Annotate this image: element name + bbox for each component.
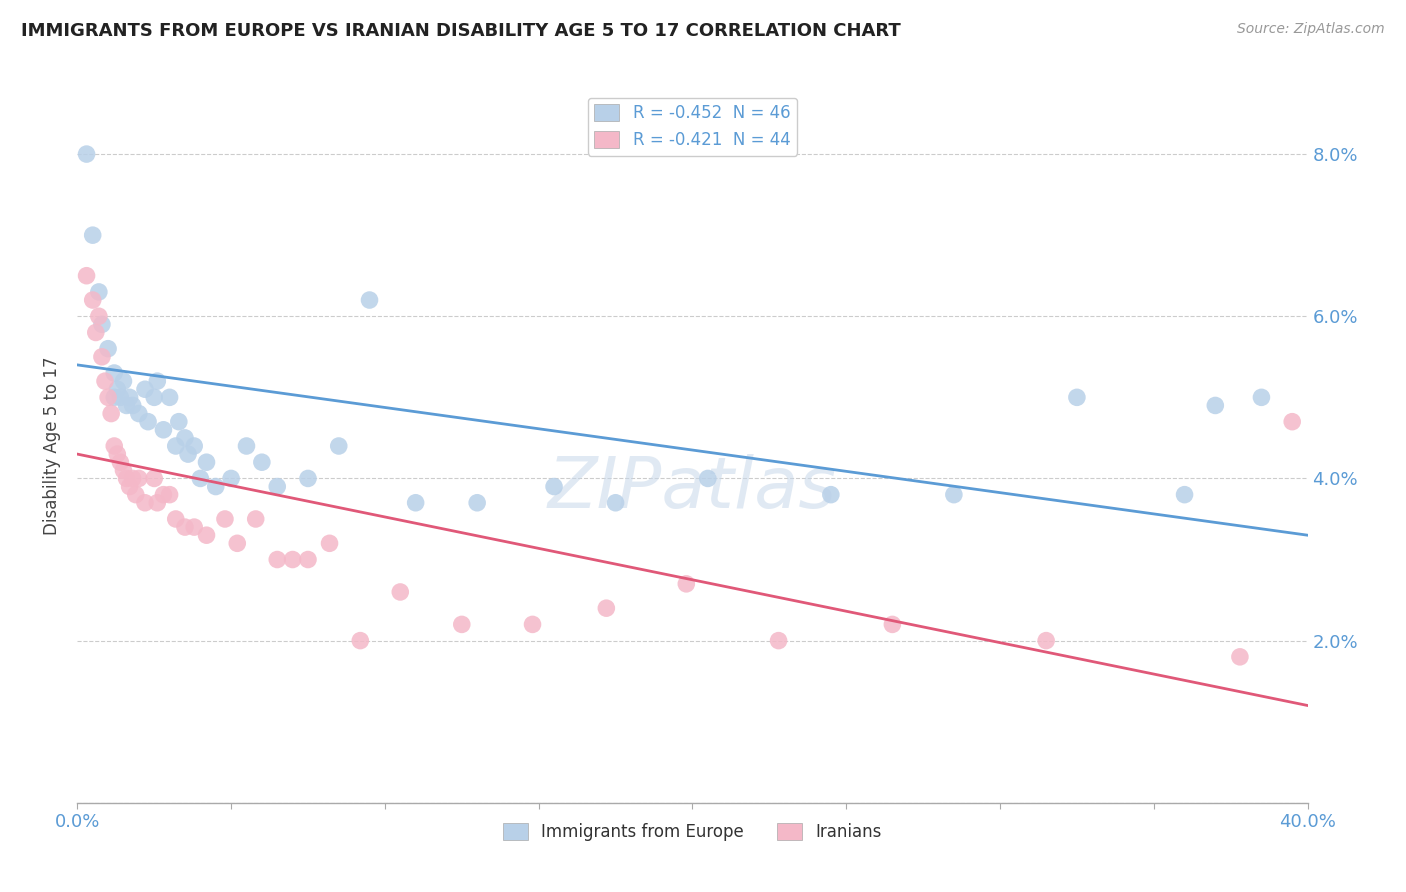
Point [183, 439, 205, 453]
Point [1281, 415, 1303, 429]
Point [174, 520, 197, 534]
Point [110, 455, 132, 469]
Point [90, 318, 114, 332]
Point [128, 471, 150, 485]
Point [1204, 399, 1226, 413]
Point [103, 390, 125, 404]
Point [226, 536, 249, 550]
Point [87, 310, 110, 324]
Point [159, 488, 181, 502]
Legend: Immigrants from Europe, Iranians: Immigrants from Europe, Iranians [496, 816, 889, 848]
Point [152, 488, 174, 502]
Point [136, 415, 159, 429]
Point [112, 463, 135, 477]
Point [165, 512, 187, 526]
Point [188, 471, 212, 485]
Point [605, 496, 627, 510]
Point [1229, 649, 1251, 664]
Point [115, 471, 138, 485]
Point [134, 496, 156, 510]
Point [1174, 488, 1197, 502]
Point [143, 471, 166, 485]
Point [76, 268, 98, 283]
Point [219, 471, 242, 485]
Point [110, 390, 132, 404]
Point [97, 390, 120, 404]
Point [128, 407, 150, 421]
Point [204, 479, 226, 493]
Point [105, 382, 128, 396]
Point [84, 326, 107, 340]
Point [118, 479, 141, 493]
Point [134, 382, 156, 396]
Point [146, 496, 169, 510]
Point [76, 147, 98, 161]
Y-axis label: Disability Age 5 to 17: Disability Age 5 to 17 [44, 357, 62, 535]
Text: IMMIGRANTS FROM EUROPE VS IRANIAN DISABILITY AGE 5 TO 17 CORRELATION CHART: IMMIGRANTS FROM EUROPE VS IRANIAN DISABI… [21, 22, 901, 40]
Point [328, 439, 350, 453]
Point [450, 617, 472, 632]
Point [115, 399, 138, 413]
Point [183, 520, 205, 534]
Point [266, 552, 288, 566]
Point [281, 552, 304, 566]
Point [103, 439, 125, 453]
Point [595, 601, 617, 615]
Point [82, 228, 104, 243]
Point [118, 390, 141, 404]
Point [543, 479, 565, 493]
Point [297, 471, 319, 485]
Point [266, 479, 288, 493]
Point [405, 496, 427, 510]
Point [177, 447, 200, 461]
Point [465, 496, 488, 510]
Point [235, 439, 257, 453]
Point [349, 633, 371, 648]
Point [522, 617, 544, 632]
Point [165, 439, 187, 453]
Point [159, 390, 181, 404]
Point [103, 366, 125, 380]
Point [297, 552, 319, 566]
Point [768, 633, 790, 648]
Point [125, 488, 148, 502]
Point [195, 455, 218, 469]
Point [121, 471, 143, 485]
Point [675, 577, 697, 591]
Point [152, 423, 174, 437]
Point [1066, 390, 1088, 404]
Point [214, 512, 236, 526]
Point [1035, 633, 1057, 648]
Point [87, 285, 110, 299]
Point [318, 536, 340, 550]
Point [942, 488, 965, 502]
Point [100, 407, 122, 421]
Point [1250, 390, 1272, 404]
Point [90, 350, 114, 364]
Point [146, 374, 169, 388]
Point [105, 447, 128, 461]
Text: Source: ZipAtlas.com: Source: ZipAtlas.com [1237, 22, 1385, 37]
Point [820, 488, 842, 502]
Point [250, 455, 273, 469]
Text: ZIPatlas: ZIPatlas [548, 454, 837, 524]
Point [143, 390, 166, 404]
Point [97, 342, 120, 356]
Point [195, 528, 218, 542]
Point [94, 374, 117, 388]
Point [245, 512, 267, 526]
Point [389, 585, 412, 599]
Point [359, 293, 381, 307]
Point [167, 415, 190, 429]
Point [696, 471, 718, 485]
Point [82, 293, 104, 307]
Point [121, 399, 143, 413]
Point [174, 431, 197, 445]
Point [882, 617, 904, 632]
Point [112, 374, 135, 388]
